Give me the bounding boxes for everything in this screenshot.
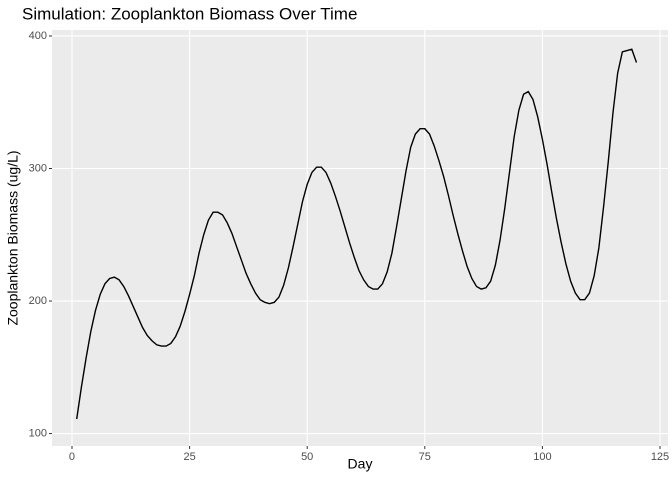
x-tick-label: 75 (419, 451, 431, 463)
data-line (76, 48, 638, 420)
y-tick-label: 100 (29, 427, 47, 439)
x-tick-label: 50 (301, 451, 313, 463)
y-tick-label: 300 (29, 162, 47, 174)
x-tick-label: 100 (533, 451, 551, 463)
x-tick-label: 0 (69, 451, 75, 463)
x-axis-label: Day (348, 456, 373, 472)
x-tick-label: 25 (183, 451, 195, 463)
y-axis-label: Zooplankton Biomass (ug/L) (5, 150, 21, 325)
y-tick-label: 400 (29, 30, 47, 42)
plot-panel (52, 30, 668, 446)
chart-title: Simulation: Zooplankton Biomass Over Tim… (22, 4, 357, 23)
y-tick-label: 200 (29, 295, 47, 307)
x-tick-label: 125 (651, 451, 669, 463)
